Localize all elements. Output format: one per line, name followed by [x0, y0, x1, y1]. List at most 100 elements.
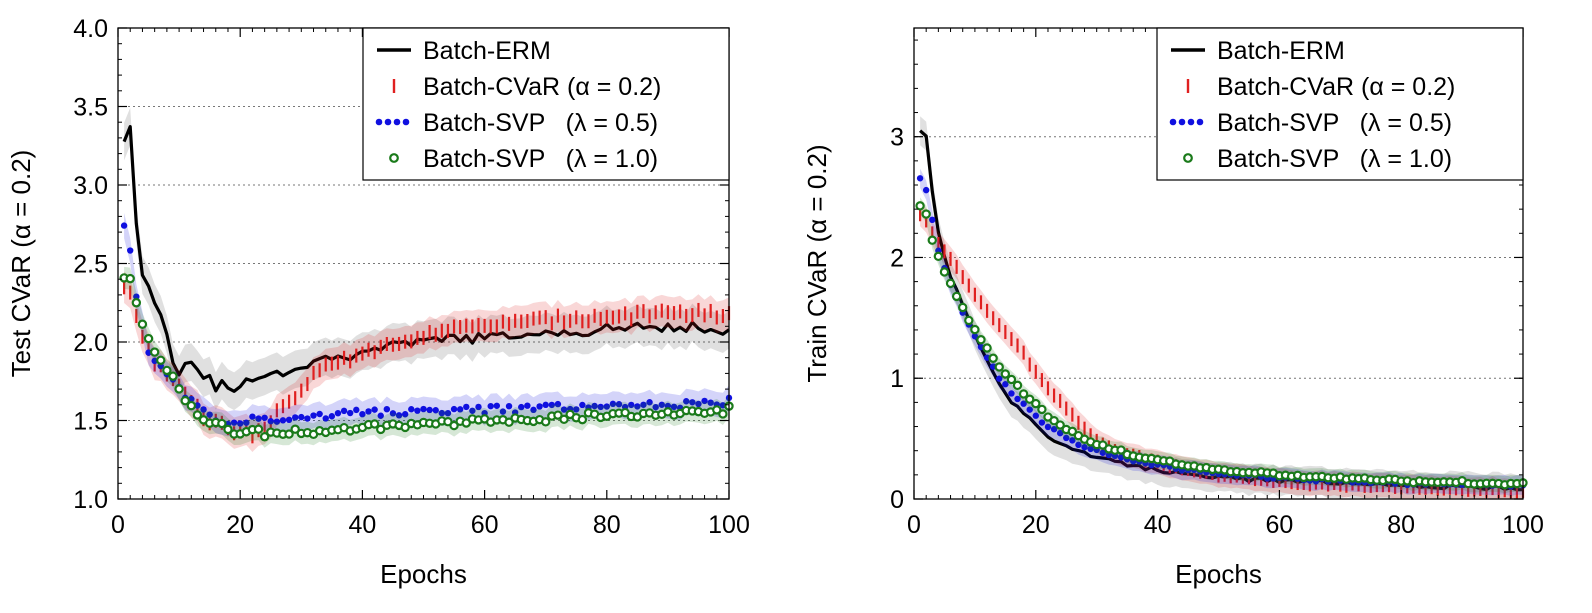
- data-point: [1050, 426, 1058, 433]
- data-point: [133, 293, 140, 300]
- data-point: [1012, 380, 1023, 391]
- data-point: [365, 408, 372, 415]
- data-point: [426, 406, 433, 414]
- data-point: [970, 324, 980, 335]
- data-point: [683, 398, 690, 405]
- data-point: [180, 396, 190, 406]
- data-point: [284, 429, 294, 439]
- data-point: [915, 201, 925, 211]
- data-point: [1026, 406, 1033, 413]
- legend-label: Batch-SVP (λ = 0.5): [1217, 109, 1452, 137]
- data-point: [353, 406, 360, 414]
- data-point: [1105, 451, 1113, 459]
- data-point: [1044, 423, 1052, 431]
- data-point: [194, 402, 201, 409]
- legend-box: [362, 27, 730, 181]
- y-tick-label: 1: [890, 365, 904, 393]
- data-point: [328, 413, 336, 420]
- data-point: [237, 420, 244, 427]
- data-point: [1148, 461, 1155, 469]
- data-point: [377, 412, 384, 419]
- data-point: [560, 406, 568, 413]
- x-tick-label: 100: [708, 511, 750, 539]
- legend-label: Batch-CVaR (α = 0.2): [1217, 73, 1455, 101]
- data-point: [634, 403, 641, 410]
- data-point: [143, 333, 154, 344]
- legend-marker: [1187, 118, 1195, 126]
- series-line: [122, 124, 730, 393]
- data-point: [921, 209, 931, 219]
- y-tick-label: 1.0: [73, 486, 108, 514]
- data-point: [475, 403, 482, 411]
- x-tick-label: 60: [1265, 511, 1293, 539]
- y-tick-label: 3.0: [73, 172, 108, 200]
- series-1: [122, 107, 730, 411]
- data-point: [438, 409, 446, 417]
- data-point: [316, 410, 323, 418]
- data-point: [125, 273, 135, 284]
- data-point: [408, 406, 415, 413]
- data-point: [1002, 381, 1009, 388]
- data-point: [279, 417, 287, 424]
- data-point: [615, 401, 623, 408]
- data-point: [120, 222, 128, 229]
- data-point: [1063, 434, 1070, 442]
- data-point: [652, 403, 659, 411]
- legend: Batch-ERM Batch-CVaR (α = 0.2) Batch-SVP (…: [1156, 27, 1524, 181]
- data-point: [964, 315, 974, 326]
- data-point: [1025, 394, 1035, 404]
- data-point: [414, 407, 421, 414]
- data-point: [922, 186, 930, 194]
- legend-label: Batch-CVaR (α = 0.2): [423, 73, 661, 101]
- legend-marker: [389, 153, 399, 163]
- data-point: [939, 267, 950, 277]
- data-point: [976, 335, 986, 345]
- data-point: [958, 302, 968, 313]
- data-point: [1037, 404, 1047, 415]
- y-tick-label: 3: [890, 124, 904, 152]
- legend-marker: [375, 118, 383, 126]
- data-point: [1020, 400, 1027, 407]
- legend-marker: [384, 118, 392, 126]
- data-point: [1000, 369, 1011, 379]
- data-point: [1099, 449, 1106, 456]
- data-point: [670, 403, 678, 411]
- data-point: [174, 384, 184, 394]
- series-2: [918, 202, 1525, 499]
- data-point: [499, 408, 507, 415]
- legend-label: Batch-SVP (λ = 1.0): [423, 145, 658, 173]
- data-point: [432, 407, 439, 414]
- data-point: [1087, 445, 1094, 453]
- data-point: [493, 402, 501, 409]
- data-point: [273, 418, 281, 425]
- legend-label: Batch-ERM: [423, 37, 551, 65]
- data-point: [996, 375, 1003, 382]
- data-point: [253, 424, 264, 434]
- data-point: [298, 413, 305, 421]
- chart-panel-1: 0 20 40 60 80 100 1.0 1.5 2.0 2.5 3.0 3.5 4.0 Epochs T…: [6, 15, 750, 589]
- data-point: [168, 371, 178, 381]
- data-point: [609, 400, 617, 408]
- data-point: [530, 406, 537, 414]
- data-point: [334, 409, 342, 417]
- x-tick-label: 100: [1502, 511, 1544, 539]
- x-tick-label: 40: [1144, 511, 1172, 539]
- data-point: [340, 407, 348, 415]
- series-1: [919, 116, 1524, 499]
- data-point: [186, 400, 197, 411]
- data-point: [1049, 416, 1059, 426]
- data-point: [162, 365, 172, 376]
- data-point: [1038, 419, 1046, 426]
- data-point: [597, 403, 604, 411]
- data-point: [1032, 412, 1040, 419]
- x-tick-label: 20: [226, 511, 254, 539]
- data-point: [505, 402, 513, 410]
- data-point: [707, 399, 714, 406]
- data-point: [304, 415, 311, 422]
- data-point: [945, 278, 956, 289]
- y-tick-label: 1.5: [73, 408, 108, 436]
- data-point: [310, 412, 317, 419]
- data-point: [217, 418, 227, 429]
- data-point: [127, 247, 134, 254]
- data-point: [927, 235, 937, 245]
